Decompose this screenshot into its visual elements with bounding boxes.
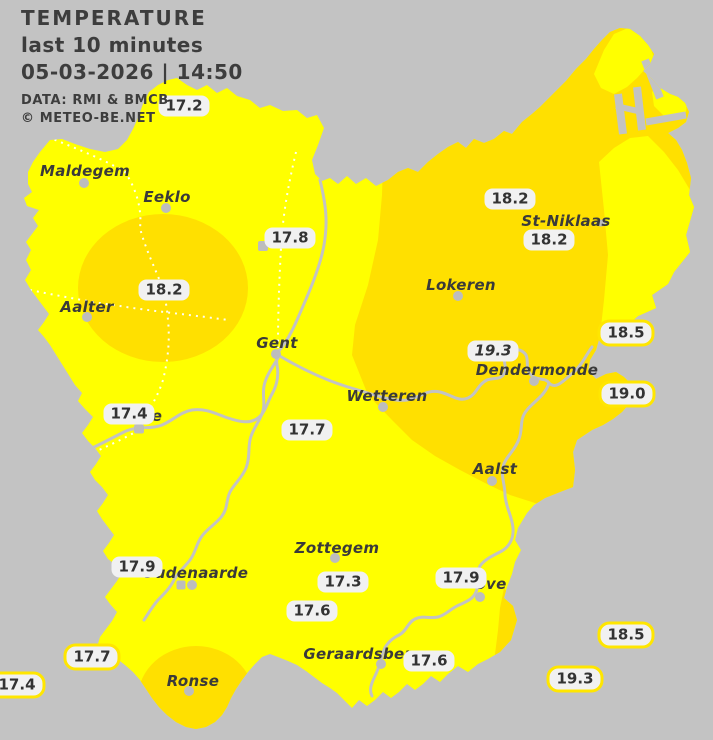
temp-label-st-niklaas: 18.2	[523, 229, 575, 251]
date-time: 05-03-2026 | 14:50	[21, 60, 243, 84]
city-dendermonde: Dendermonde	[475, 361, 599, 379]
city-gent: Gent	[256, 334, 298, 352]
city-ronse: Ronse	[166, 672, 220, 690]
temp-label-ninove: 17.9	[435, 567, 487, 589]
yellow-region-north-tip	[594, 28, 654, 94]
station-marker-eeklo-east	[258, 241, 268, 251]
temp-label-gent-south: 17.7	[281, 419, 333, 441]
page-subtitle: last 10 minutes	[21, 33, 204, 57]
city-dot-oudenaarde	[187, 580, 197, 590]
temp-label-ext-southeast-upper: 18.5	[597, 621, 655, 649]
city-oudenaarde: Oudenaarde	[141, 564, 249, 582]
temp-label-geraardsbergen: 17.6	[403, 650, 455, 672]
map-header: TEMPERATURE last 10 minutes 05-03-2026 |…	[21, 5, 243, 128]
temp-label-eeklo-north: 17.2	[158, 95, 210, 117]
temp-label-oudenaarde: 17.9	[111, 556, 163, 578]
city-deinze-partial: e	[151, 407, 163, 425]
temp-label-ext-east: 19.0	[598, 380, 656, 408]
border-dotted-aalter	[29, 289, 229, 321]
page-title: TEMPERATURE	[21, 6, 207, 30]
city-dot-ninove	[475, 592, 485, 602]
city-dot-aalter	[82, 312, 92, 322]
city-dot-dendermonde	[529, 376, 539, 386]
city-dot-lokeren	[453, 291, 463, 301]
city-dot-gent	[271, 349, 281, 359]
data-source: DATA: RMI & BMCB	[21, 93, 169, 108]
city-eeklo: Eeklo	[143, 188, 191, 206]
city-dot-aalst	[487, 476, 497, 486]
city-dot-geraardsbergen	[376, 659, 386, 669]
temp-label-ext-southwest-upper: 17.7	[63, 643, 121, 671]
city-zottegem: Zottegem	[294, 539, 380, 557]
temp-label-ext-southeast-lower: 19.3	[546, 665, 604, 693]
city-maldegem: Maldegem	[39, 162, 131, 180]
city-aalst: Aalst	[472, 460, 518, 478]
city-aalter: Aalter	[60, 298, 114, 316]
city-dot-st-niklaas	[596, 219, 606, 227]
temp-label-ext-east-north: 18.5	[597, 319, 655, 347]
city-dot-eeklo	[161, 203, 171, 213]
border-dotted-eeklo-gent	[277, 151, 297, 349]
temp-label-ext-southwest-lower: 17.4	[0, 671, 46, 699]
temp-label-zottegem-south: 17.6	[286, 600, 338, 622]
city-dot-maldegem	[79, 178, 89, 188]
city-dot-zottegem	[330, 553, 340, 563]
city-dot-ronse	[184, 686, 194, 696]
station-marker-oudenaarde	[176, 580, 186, 590]
station-marker-deinze	[134, 424, 144, 434]
temp-label-deinze: 17.4	[103, 403, 155, 425]
copyright: © METEO-BE.NET	[21, 111, 156, 126]
temp-label-st-niklaas-north: 18.2	[484, 188, 536, 210]
city-wetteren: Wetteren	[346, 387, 428, 405]
port-dock-channels	[614, 58, 687, 135]
temp-label-zottegem: 17.3	[317, 571, 369, 593]
temp-label-aalter: 18.2	[138, 279, 190, 301]
yellow-region-east-strip	[599, 136, 694, 342]
city-dot-wetteren	[378, 402, 388, 412]
city-st-niklaas: St-Niklaas	[521, 212, 611, 230]
temp-label-dendermonde: 19.3	[467, 340, 519, 362]
city-lokeren: Lokeren	[426, 276, 496, 294]
river-upper-scheldt	[142, 356, 280, 622]
canal-gent-terneuzen	[276, 178, 328, 354]
temp-label-eeklo-east: 17.8	[264, 227, 316, 249]
